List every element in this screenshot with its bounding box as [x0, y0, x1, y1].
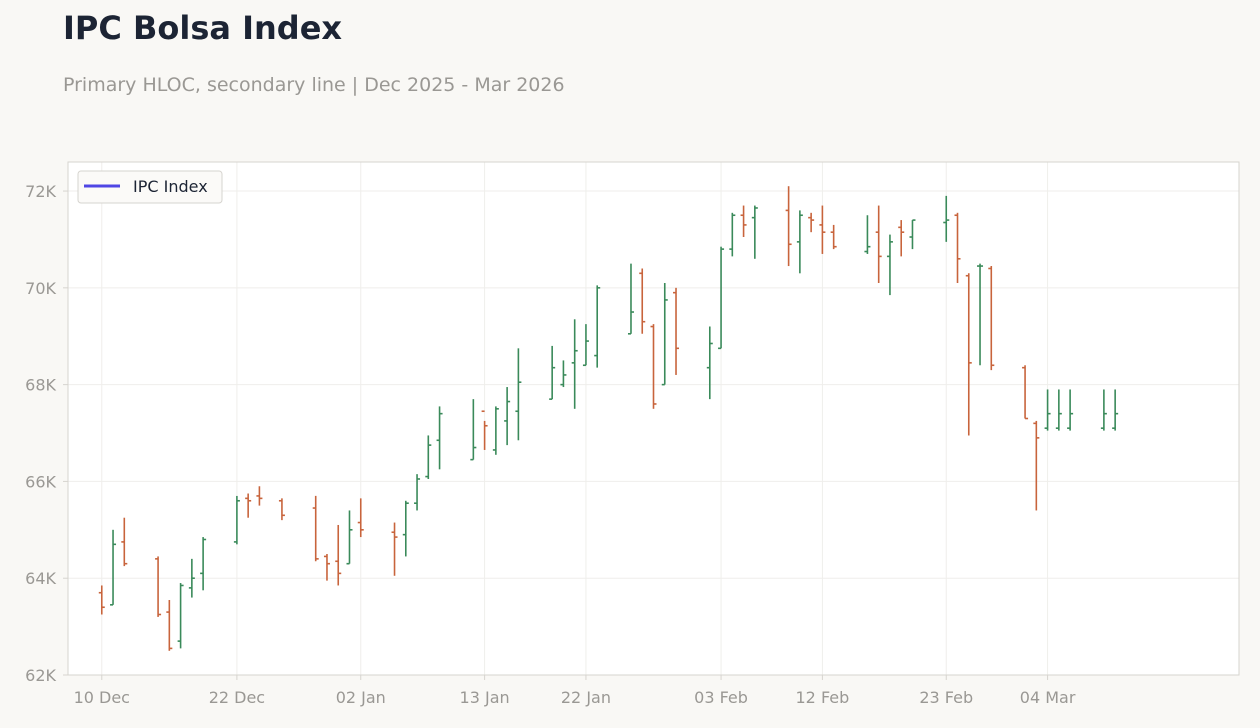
ohlc-bar [571, 319, 578, 409]
ohlc-bar [594, 285, 601, 368]
ohlc-bars [98, 186, 1119, 651]
x-tick-label: 02 Jan [336, 688, 386, 707]
ohlc-bar [751, 205, 758, 259]
ohlc-bar [808, 212, 815, 233]
x-tick-label: 22 Dec [209, 688, 265, 707]
ohlc-bar [1100, 389, 1107, 431]
ohlc-bar [977, 263, 984, 366]
ohlc-bar [335, 524, 342, 586]
ohlc-bar [110, 529, 117, 606]
ohlc-bar [740, 205, 747, 238]
ohlc-bar [718, 246, 725, 350]
plot-background [68, 162, 1239, 675]
ohlc-bar [864, 215, 871, 254]
x-tick-label: 10 Dec [74, 688, 130, 707]
ohlc-bar [898, 220, 905, 257]
ohlc-bar [402, 500, 409, 557]
y-tick-label: 64K [25, 569, 56, 588]
y-tick-label: 72K [25, 182, 56, 201]
ohlc-bar [819, 205, 826, 254]
ohlc-bar [177, 583, 184, 649]
ohlc-bar [886, 234, 893, 296]
ohlc-bar [323, 554, 330, 581]
ohlc-bar [98, 585, 105, 615]
legend-box [77, 170, 223, 204]
ohlc-bar [425, 435, 432, 479]
ohlc-bar [166, 599, 173, 651]
ohlc-bar [673, 287, 680, 375]
ohlc-bar [627, 263, 634, 335]
ohlc-bar [875, 205, 882, 283]
x-tick-label: 12 Feb [796, 688, 850, 707]
ohlc-bar [650, 324, 657, 409]
ohlc-bar [1033, 420, 1040, 511]
ohlc-bar [492, 406, 499, 455]
ohlc-bar [549, 345, 556, 400]
ohlc-bar [1022, 365, 1029, 420]
ohlc-bar [560, 360, 567, 388]
ohlc-bar [121, 517, 128, 567]
ohlc-bar [582, 324, 589, 367]
ohlc-bar [796, 210, 803, 274]
ohlc-bar [346, 510, 353, 565]
ohlc-bar [965, 273, 972, 436]
ohlc-bar [155, 556, 162, 617]
x-tick-label: 03 Feb [694, 688, 748, 707]
y-tick-label: 62K [25, 666, 56, 685]
ohlc-bar [188, 558, 195, 598]
ohlc-bar [233, 495, 240, 545]
grid-lines [68, 162, 1239, 676]
legend[interactable]: IPC Index [77, 170, 223, 204]
ohlc-bar [391, 522, 398, 576]
y-tick-label: 66K [25, 472, 56, 491]
ohlc-bar [436, 406, 443, 470]
ohlc-bar [988, 266, 995, 371]
plot-frame [67, 161, 1240, 676]
ohlc-bar [481, 410, 488, 450]
x-tick-label: 13 Jan [460, 688, 510, 707]
ohlc-bar [729, 212, 736, 257]
ohlc-bar [1055, 389, 1062, 431]
ohlc-bar [954, 212, 961, 283]
legend-label: IPC Index [133, 177, 208, 196]
ohlc-bar [830, 224, 837, 250]
ohlc-bar [785, 186, 792, 267]
ohlc-bar [470, 399, 477, 461]
ohlc-bar [278, 498, 285, 521]
ohlc-bar [312, 495, 319, 562]
ohlc-bar [200, 537, 207, 591]
x-axis: 10 Dec 22 Dec 02 Jan 13 Jan 22 Jan 03 Feb 12 F… [74, 675, 1076, 707]
x-tick-label: 23 Feb [919, 688, 973, 707]
y-tick-label: 68K [25, 376, 56, 395]
ohlc-bar [245, 493, 252, 518]
ohlc-bar [1044, 389, 1051, 431]
y-axis: 62K 64K 66K 68K 70K 72K [25, 182, 68, 685]
ohlc-bar [256, 486, 263, 506]
x-tick-label: 22 Jan [561, 688, 611, 707]
ohlc-bar [639, 268, 646, 334]
ohlc-bar [661, 282, 668, 386]
y-tick-label: 70K [25, 279, 56, 298]
ohlc-bar [909, 219, 916, 250]
ohlc-bar [515, 348, 522, 441]
x-tick-label: 04 Mar [1020, 688, 1076, 707]
ohlc-bar [1067, 389, 1074, 431]
ohlc-bar [1112, 389, 1119, 431]
ohlc-bar [943, 195, 950, 242]
ohlc-bar [706, 326, 713, 400]
ohlc-bar [357, 498, 364, 538]
chart-subtitle: Primary HLOC, secondary line | Dec 2025 … [63, 74, 565, 96]
ohlc-bar [414, 474, 421, 511]
ohlc-bar [504, 387, 511, 446]
chart-title: IPC Bolsa Index [63, 9, 343, 47]
